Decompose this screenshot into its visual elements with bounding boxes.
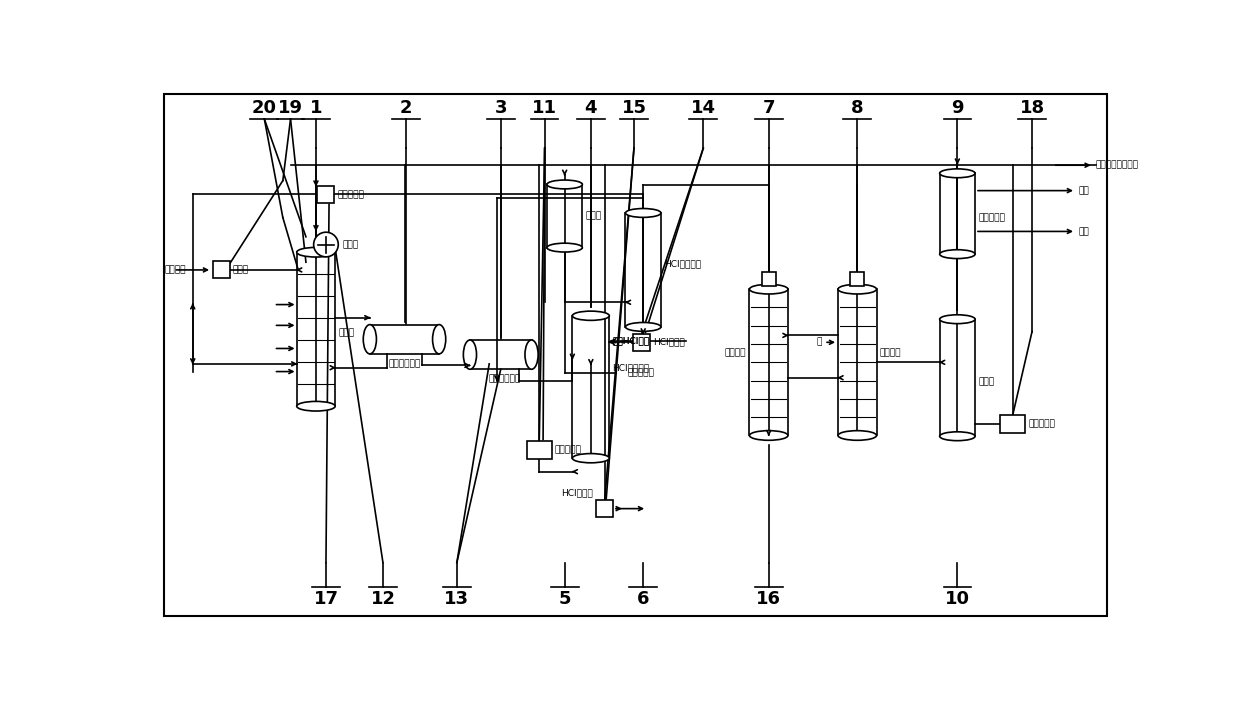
Text: HCl净化塔２: HCl净化塔２ [663,259,701,269]
Text: 去氯甲烷合成装置: 去氯甲烷合成装置 [1096,161,1140,169]
Text: HCl压缩机: HCl压缩机 [653,338,684,347]
Text: 第二冷凝器: 第二冷凝器 [1028,420,1055,428]
Bar [470,340,532,369]
Text: 11: 11 [532,99,557,117]
Text: 汽提塔: 汽提塔 [978,377,994,386]
Text: 20: 20 [252,99,277,117]
Ellipse shape [940,315,975,323]
Bar [838,289,877,435]
Ellipse shape [525,340,538,369]
Text: 3: 3 [495,99,507,117]
Bar [296,252,335,406]
Ellipse shape [838,285,877,294]
Text: 循环分离塔: 循环分离塔 [978,213,1006,222]
Text: 一级相分离器: 一级相分离器 [388,359,420,368]
Bar [749,289,787,435]
Text: 二甲单体: 二甲单体 [164,266,186,274]
Ellipse shape [433,325,445,354]
Text: 17: 17 [314,590,339,607]
Text: 16: 16 [756,590,781,607]
Text: 新鲜HCl液液: 新鲜HCl液液 [613,336,650,345]
Ellipse shape [749,431,787,440]
Ellipse shape [547,180,583,189]
Text: 19: 19 [278,99,303,117]
Text: 6: 6 [637,590,650,607]
Ellipse shape [547,243,583,252]
Bar [370,325,439,354]
Text: 13: 13 [444,590,470,607]
Text: 二级相分离器: 二级相分离器 [489,375,521,384]
Text: 8: 8 [851,99,863,117]
Text: 5: 5 [558,590,570,607]
Bar [573,316,609,458]
Bar [213,262,229,278]
Text: 12: 12 [371,590,396,607]
Text: 水: 水 [816,338,821,347]
Text: HCl除油器: HCl除油器 [562,489,593,498]
Text: 汽化器: 汽化器 [233,266,249,274]
Ellipse shape [296,247,335,257]
Text: 环体: 环体 [1079,186,1089,195]
Ellipse shape [749,285,787,294]
Ellipse shape [940,250,975,259]
Bar [851,272,864,286]
Ellipse shape [940,169,975,178]
Text: 18: 18 [1019,99,1044,117]
Text: 7: 7 [763,99,775,117]
Bar [1001,415,1025,433]
Bar [547,184,583,247]
Ellipse shape [573,453,609,463]
Bar [596,500,613,517]
Ellipse shape [363,325,377,354]
Text: 2: 2 [399,99,412,117]
Bar [940,174,975,254]
Text: 线体: 线体 [1079,227,1089,236]
Text: HCl净化塔１: HCl净化塔１ [613,363,650,372]
Bar [527,441,552,459]
Bar [317,186,335,203]
Text: 4: 4 [584,99,598,117]
Text: 萍取塔１: 萍取塔１ [725,349,746,358]
Bar [940,319,975,437]
Text: 减压罐: 减压罐 [585,212,601,221]
Text: 14: 14 [691,99,715,117]
Text: 10: 10 [945,590,970,607]
Text: 水解塔: 水解塔 [339,328,355,337]
Text: 15: 15 [621,99,646,117]
Text: 1: 1 [310,99,322,117]
Bar [761,272,776,286]
Text: 新鲜HCl液液: 新鲜HCl液液 [613,336,650,345]
Ellipse shape [838,431,877,440]
Ellipse shape [573,311,609,321]
Text: 第二循环泵: 第二循环泵 [627,368,655,378]
Ellipse shape [296,401,335,411]
Circle shape [314,232,339,257]
Bar [634,334,650,351]
Ellipse shape [625,209,661,217]
Ellipse shape [625,323,661,331]
Text: 萍取塔２: 萍取塔２ [879,349,901,358]
Ellipse shape [940,432,975,441]
Text: 第一循环泵: 第一循环泵 [337,190,365,199]
Text: 第一冷凝器: 第一冷凝器 [554,446,582,455]
Text: 换热器: 换热器 [342,240,358,249]
Text: 9: 9 [951,99,963,117]
Ellipse shape [464,340,476,369]
Bar [625,213,661,327]
